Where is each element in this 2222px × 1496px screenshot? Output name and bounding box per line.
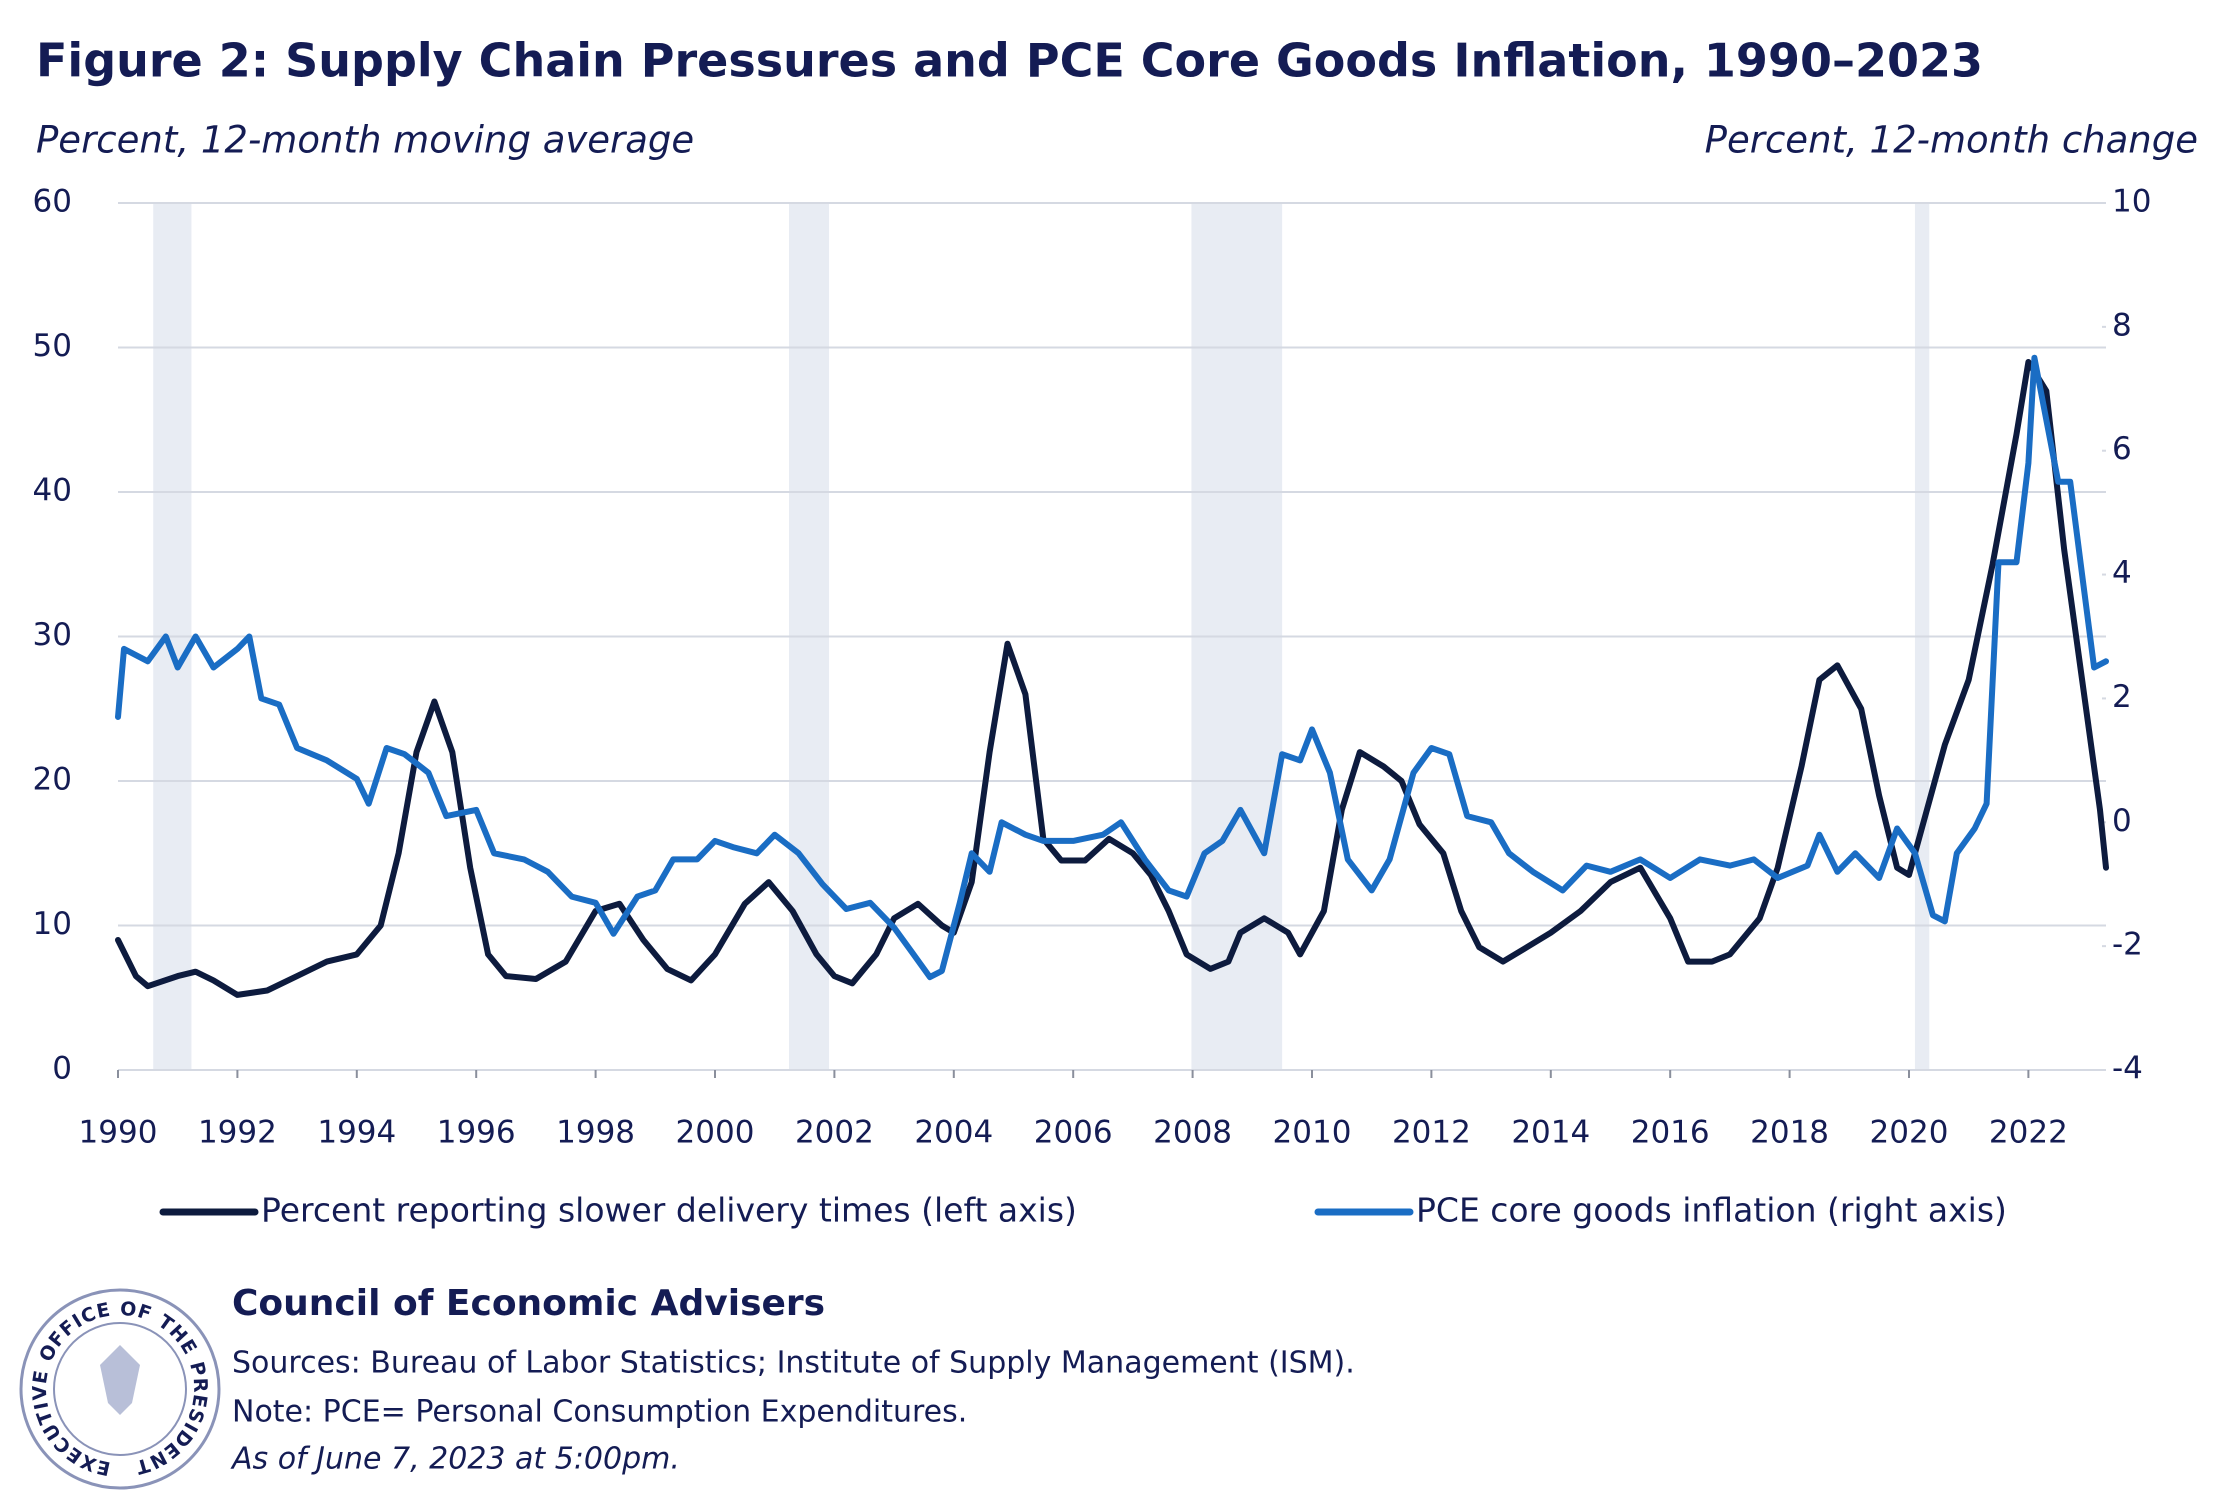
organization: Council of Economic Advisers [232,1283,825,1324]
seal-ring [19,1288,221,1490]
x-tick-label: 2020 [1870,1115,1949,1151]
x-tick-label: 2012 [1392,1115,1471,1151]
x-tick-label: 2022 [1989,1115,2068,1151]
note: Note: PCE= Personal Consumption Expendit… [232,1395,967,1430]
y-tick-label: 60 [33,184,72,220]
x-tick-label: 1990 [79,1115,158,1151]
legend-label: Percent reporting slower delivery times … [261,1191,1077,1230]
y2-tick-label: 10 [2112,184,2151,220]
y2-tick-label: 2 [2112,679,2132,715]
y2-tick-label: 4 [2112,555,2132,591]
x-tick-label: 2002 [795,1115,874,1151]
x-tick-label: 2008 [1153,1115,1232,1151]
chart-title: Figure 2: Supply Chain Pressures and PCE… [36,34,1983,88]
legend-label: PCE core goods inflation (right axis) [1416,1191,2007,1230]
y-tick-label: 30 [33,617,72,653]
x-tick-label: 2016 [1631,1115,1710,1151]
x-tick-label: 2000 [676,1115,755,1151]
y2-tick-label: 8 [2112,307,2132,343]
y-tick-label: 20 [33,762,72,798]
date-note: As of June 7, 2023 at 5:00pm. [230,1442,680,1477]
x-tick-label: 1998 [556,1115,635,1151]
y2-tick-label: -4 [2112,1051,2143,1087]
plot-area: 0 10 20 30 40 50 60 -4 -2 0 2 4 6 8 10 1990 1992 1994 1996… [33,184,2152,1151]
y2-axis-label: Percent, 12-month change [1705,119,2198,162]
x-tick-label: 2010 [1273,1115,1352,1151]
y2-tick-label: 0 [2112,803,2132,839]
y-tick-label: 10 [33,906,72,942]
seal-emblem [100,1345,140,1415]
y-tick-label: 0 [52,1051,72,1087]
x-tick-label: 2014 [1511,1115,1590,1151]
x-tick-label: 2004 [914,1115,993,1151]
y2-tick-label: 6 [2112,431,2132,467]
y-tick-label: 50 [33,328,72,364]
x-tick-label: 1992 [198,1115,277,1151]
y2-tick-label: -2 [2112,927,2143,963]
y-tick-label: 40 [33,473,72,509]
x-tick-label: 1996 [437,1115,516,1151]
sources: Sources: Bureau of Labor Statistics; Ins… [232,1346,1355,1381]
x-tick-label: 2018 [1750,1115,1829,1151]
y-axis-label: Percent, 12-month moving average [36,119,694,162]
series-line [115,354,2109,981]
legend: Percent reporting slower delivery times … [159,1191,2007,1230]
x-tick-label: 1994 [317,1115,396,1151]
series-line [115,359,2109,998]
seal-inner [53,1322,187,1456]
x-tick-label: 2006 [1034,1115,1113,1151]
